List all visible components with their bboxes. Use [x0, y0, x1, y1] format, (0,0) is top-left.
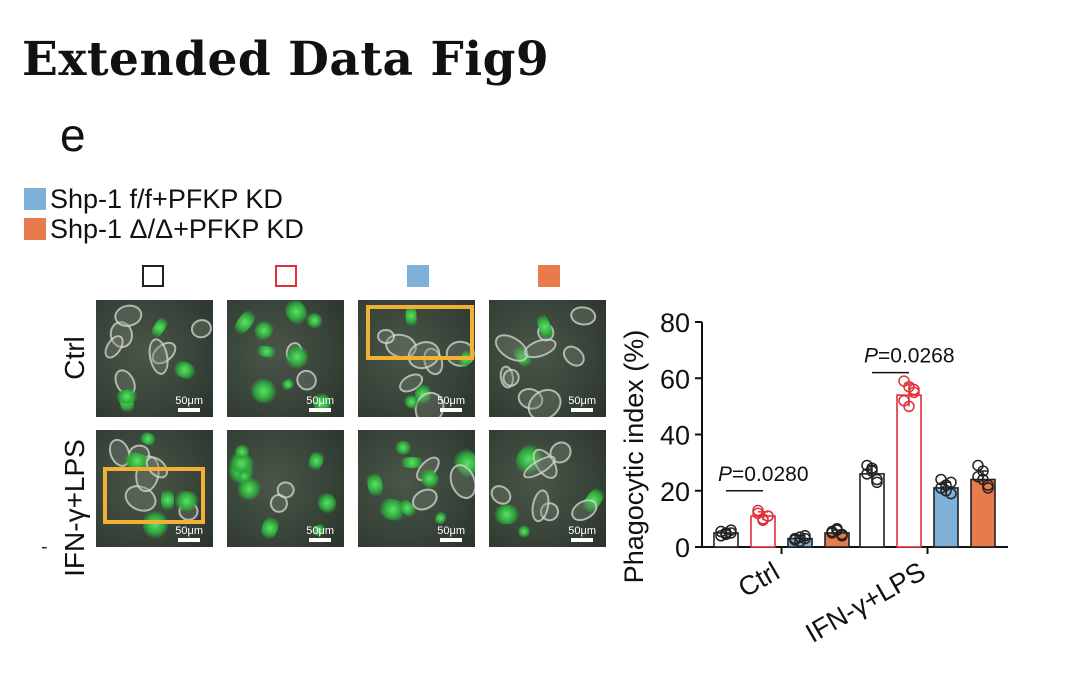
cell-blob — [254, 344, 279, 360]
scale-bar-line — [309, 538, 332, 542]
data-point — [799, 532, 811, 545]
scale-bar-line — [440, 408, 463, 412]
scale-bar-line — [178, 408, 201, 412]
data-point — [794, 531, 806, 543]
scale-bar-line — [309, 408, 332, 412]
cell-blob — [364, 469, 385, 500]
scale-bar-label: 50μm — [306, 395, 334, 407]
cell-blob — [305, 448, 327, 475]
data-point — [720, 528, 732, 541]
cell-blob — [393, 439, 413, 455]
legend-label: Shp-1 f/f+PFKP KD — [50, 183, 283, 214]
scale-bar-label: 50μm — [437, 525, 465, 537]
p-value-label: P=0.0268 — [864, 345, 955, 368]
scale-bar-label: 50μm — [175, 525, 203, 537]
cell-blob — [113, 388, 140, 405]
data-point — [940, 485, 952, 497]
data-point — [945, 476, 957, 489]
phagocytic-index-chart: 0 20 40 60 80 Phagocytic index (%) Ctrl IFN-γ+L… — [610, 285, 1070, 685]
micrograph-tile: 50μm — [489, 430, 606, 547]
y-tick-label: 40 — [660, 421, 690, 451]
scale-bar-line — [571, 538, 594, 542]
scale-bar: 50μm — [437, 395, 465, 412]
data-point — [908, 383, 920, 396]
group-square-filled-orange — [538, 265, 560, 287]
scale-bar: 50μm — [437, 525, 465, 542]
scale-bar-label: 50μm — [437, 395, 465, 407]
figure-title: Extended Data Fig9 — [22, 32, 550, 87]
micrograph-tile: 50μm — [358, 430, 475, 547]
cell-blob — [291, 365, 321, 395]
legend-item: Shp-1 f/f+PFKP KD — [24, 184, 304, 214]
cell-blob — [169, 357, 200, 383]
group-square-open-red — [275, 265, 297, 287]
scale-bar-label: 50μm — [568, 395, 596, 407]
group-square-open-black — [142, 265, 164, 287]
cell-blob — [518, 524, 532, 539]
bar — [896, 394, 922, 548]
legend-swatch-orange — [24, 218, 46, 240]
data-point — [762, 510, 774, 522]
y-axis-label: Phagocytic index (%) — [619, 330, 649, 584]
scale-bar: 50μm — [306, 395, 334, 412]
data-point — [871, 473, 883, 486]
y-tick-label: 60 — [660, 364, 690, 394]
p-value-label: P=0.0280 — [718, 463, 809, 486]
highlight-box — [366, 305, 474, 360]
cell-blob — [559, 341, 589, 371]
cell-blob — [188, 316, 213, 341]
cell-blob — [147, 313, 171, 343]
cell-blob — [569, 304, 598, 327]
scale-bar-label: 50μm — [175, 395, 203, 407]
cell-blob — [397, 456, 427, 469]
row-label-ifn-lps: IFN-γ+LPS — [59, 439, 90, 577]
micrograph-tile: 50μm — [489, 300, 606, 417]
micrograph-tile: 50μm — [96, 300, 213, 417]
data-point — [977, 473, 989, 486]
x-tick-label: Ctrl — [733, 556, 784, 603]
cell-blob — [314, 489, 341, 517]
y-tick-label: 0 — [675, 533, 690, 563]
scale-bar-line — [440, 538, 463, 542]
bar — [750, 515, 776, 548]
micrograph-tile: 50μm — [227, 430, 344, 547]
panel-letter: e — [60, 109, 86, 161]
data-point — [903, 400, 915, 413]
stray-dash: - — [41, 536, 48, 558]
data-point — [725, 527, 737, 539]
data-point — [836, 530, 848, 542]
highlight-box — [103, 467, 205, 524]
row-label-ctrl: Ctrl — [59, 336, 90, 380]
scale-bar: 50μm — [568, 395, 596, 412]
scale-bar-label: 50μm — [568, 525, 596, 537]
legend: Shp-1 f/f+PFKP KD Shp-1 Δ/Δ+PFKP KD — [24, 184, 304, 244]
y-tick-label: 80 — [660, 308, 690, 338]
cell-blob — [250, 317, 279, 345]
cell-blob — [258, 513, 282, 543]
group-square-filled-blue — [407, 265, 429, 287]
cell-blob — [281, 341, 312, 372]
x-tick-label: IFN-γ+LPS — [800, 556, 930, 648]
cell-blob — [492, 504, 521, 525]
y-tick-label: 20 — [660, 477, 690, 507]
data-point — [982, 482, 994, 494]
cell-blob — [432, 508, 449, 527]
legend-swatch-blue — [24, 188, 46, 210]
scale-bar-line — [571, 408, 594, 412]
data-point — [866, 462, 878, 474]
chart-svg: 0 20 40 60 80 Phagocytic index (%) Ctrl IFN-γ+L… — [619, 308, 1008, 649]
legend-item: Shp-1 Δ/Δ+PFKP KD — [24, 214, 304, 244]
micrograph-tile: 50μm — [227, 300, 344, 417]
scale-bar: 50μm — [175, 525, 203, 542]
scale-bar: 50μm — [568, 525, 596, 542]
scale-bar-line — [178, 538, 201, 542]
scale-bar: 50μm — [175, 395, 203, 412]
legend-label: Shp-1 Δ/Δ+PFKP KD — [50, 213, 304, 244]
micrograph-tile: 50μm — [96, 430, 213, 547]
scale-bar: 50μm — [306, 525, 334, 542]
scale-bar-label: 50μm — [306, 525, 334, 537]
cell-blob — [279, 376, 297, 392]
cell-blob — [245, 373, 281, 408]
